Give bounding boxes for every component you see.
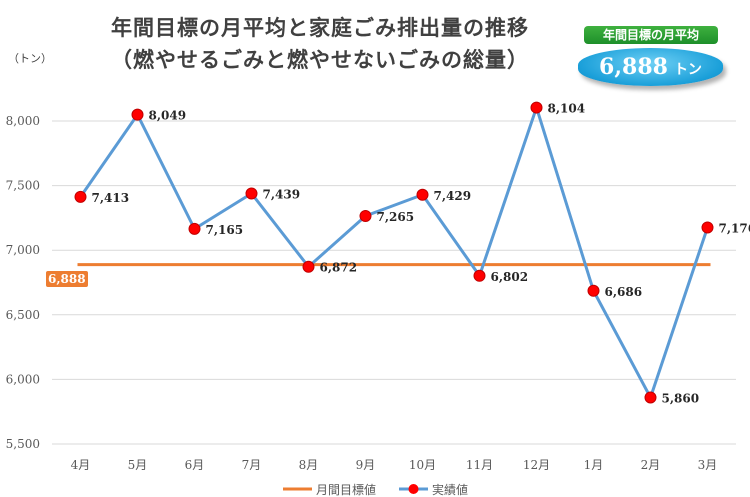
legend-label-actual: 実績値 [432, 482, 468, 497]
badge-body: 6,888 トン [578, 48, 723, 86]
data-label: 7,429 [434, 189, 472, 203]
y-tick-label: 6,500 [6, 308, 40, 322]
target-value-tag: 6,888 [46, 271, 88, 287]
x-tick-label: 7月 [242, 458, 262, 472]
data-point-marker [416, 188, 429, 201]
data-point-marker [530, 101, 543, 114]
data-label: 6,802 [491, 270, 529, 284]
data-label: 6,686 [605, 285, 643, 299]
data-point-marker [245, 187, 258, 200]
data-point-marker [644, 391, 657, 404]
x-tick-label: 2月 [641, 458, 661, 472]
x-tick-label: 10月 [409, 458, 436, 472]
data-label: 7,439 [263, 187, 301, 201]
data-point-marker [302, 260, 315, 273]
x-tick-label: 4月 [71, 458, 91, 472]
actual-line [79, 106, 709, 399]
data-label: 7,265 [377, 210, 415, 224]
y-tick-label: 7,000 [6, 243, 40, 257]
legend-label-target: 月間目標値 [316, 482, 376, 497]
y-tick-label: 8,000 [6, 114, 40, 128]
data-label: 8,104 [548, 102, 586, 116]
badge-unit: トン [673, 62, 702, 78]
x-tick-label: 9月 [356, 458, 376, 472]
data-label: 7,165 [206, 223, 244, 237]
data-point-marker [131, 108, 144, 121]
y-tick-label: 6,000 [6, 372, 40, 386]
data-label: 7,413 [92, 191, 130, 205]
data-label: 5,860 [662, 391, 700, 405]
data-point-marker [587, 284, 600, 297]
data-point-marker [359, 209, 372, 222]
monthly-target-badge: 年間目標の月平均 6,888 トン [578, 20, 738, 90]
chart-subtitle: （燃やせるごみと燃やせないごみの総量） [111, 47, 529, 72]
data-point-marker [473, 269, 486, 282]
y-axis-unit-label: （トン） [8, 52, 52, 65]
x-tick-label: 1月 [584, 458, 604, 472]
x-tick-label: 5月 [128, 458, 148, 472]
x-tick-label: 8月 [299, 458, 319, 472]
y-tick-label: 7,500 [6, 179, 40, 193]
x-tick-label: 3月 [698, 458, 718, 472]
y-tick-label: 5,500 [6, 437, 40, 451]
x-tick-label: 12月 [523, 458, 550, 472]
chart-title: 年間目標の月平均と家庭ごみ排出量の推移 [111, 15, 529, 40]
badge-heading: 年間目標の月平均 [584, 26, 718, 44]
data-label: 6,872 [320, 261, 358, 275]
data-point-marker [701, 221, 714, 234]
x-tick-label: 11月 [466, 458, 493, 472]
data-label: 7,176 [719, 221, 750, 235]
data-point-marker [74, 190, 87, 203]
data-label: 8,049 [149, 109, 187, 123]
data-point-marker [188, 222, 201, 235]
legend-marker-actual [408, 484, 419, 494]
badge-value: 6,888 [599, 54, 668, 80]
x-tick-label: 6月 [185, 458, 205, 472]
